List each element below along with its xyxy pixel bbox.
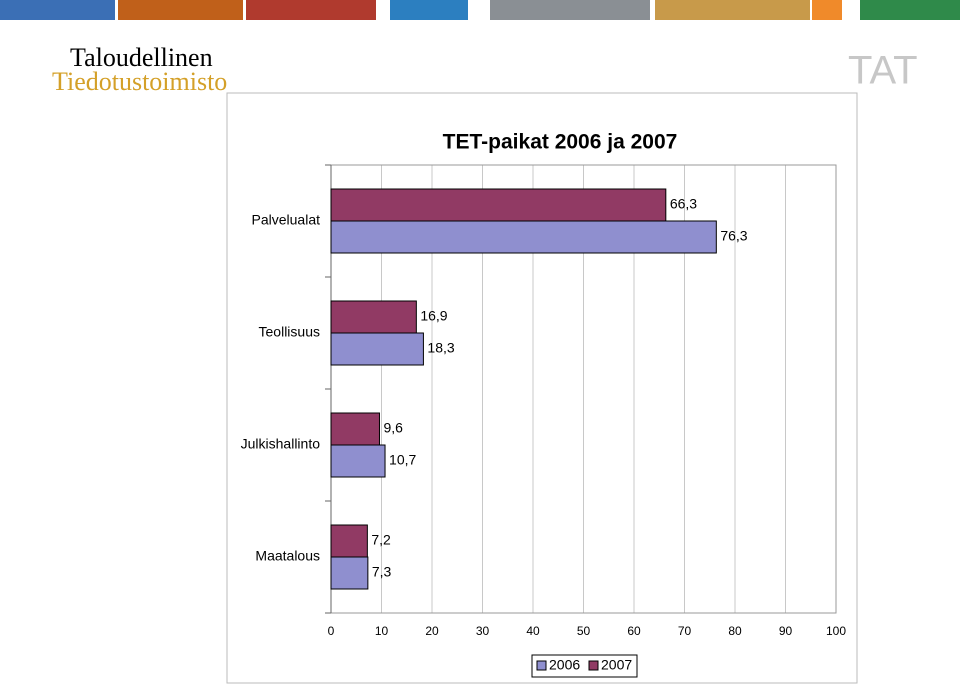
legend-box bbox=[531, 654, 638, 678]
logo-line2: Tiedotustoimisto bbox=[52, 67, 227, 96]
logo-mark: TAT bbox=[848, 49, 918, 93]
y-tick-label: Maatalous bbox=[255, 548, 320, 564]
banner bbox=[0, 0, 960, 20]
bar bbox=[330, 556, 369, 590]
chart-title: TET-paikat 2006 ja 2007 bbox=[443, 131, 678, 154]
bar bbox=[330, 220, 717, 254]
x-tick-label: 30 bbox=[476, 624, 490, 638]
bar bbox=[330, 332, 424, 366]
legend-label: 2006 bbox=[549, 657, 580, 673]
y-tick-label: Palvelualat bbox=[252, 212, 321, 228]
bar bbox=[330, 444, 386, 478]
x-tick-label: 40 bbox=[526, 624, 540, 638]
x-tick-label: 60 bbox=[627, 624, 641, 638]
x-tick-label: 80 bbox=[728, 624, 742, 638]
value-label: 18,3 bbox=[427, 340, 454, 356]
legend-swatch bbox=[588, 660, 599, 671]
value-label: 10,7 bbox=[389, 452, 416, 468]
chart-frame bbox=[226, 92, 858, 684]
x-tick-label: 50 bbox=[577, 624, 591, 638]
logo-line1: Taloudellinen bbox=[70, 43, 213, 72]
y-tick-label: Julkishallinto bbox=[241, 436, 321, 452]
bar bbox=[330, 524, 368, 558]
value-label: 66,3 bbox=[670, 196, 697, 212]
value-label: 7,2 bbox=[371, 532, 391, 548]
value-label: 16,9 bbox=[420, 308, 447, 324]
x-tick-label: 20 bbox=[425, 624, 439, 638]
x-tick-label: 90 bbox=[779, 624, 793, 638]
value-label: 7,3 bbox=[372, 564, 392, 580]
legend-label: 2007 bbox=[601, 657, 632, 673]
x-tick-label: 100 bbox=[826, 624, 846, 638]
bar bbox=[330, 300, 417, 334]
x-tick-label: 10 bbox=[375, 624, 389, 638]
x-tick-label: 70 bbox=[678, 624, 692, 638]
bar bbox=[330, 188, 667, 222]
value-label: 9,6 bbox=[383, 420, 403, 436]
value-label: 76,3 bbox=[720, 228, 747, 244]
legend-swatch bbox=[536, 660, 547, 671]
x-tick-label: 0 bbox=[328, 624, 335, 638]
y-tick-label: Teollisuus bbox=[259, 324, 320, 340]
bar bbox=[330, 412, 380, 446]
